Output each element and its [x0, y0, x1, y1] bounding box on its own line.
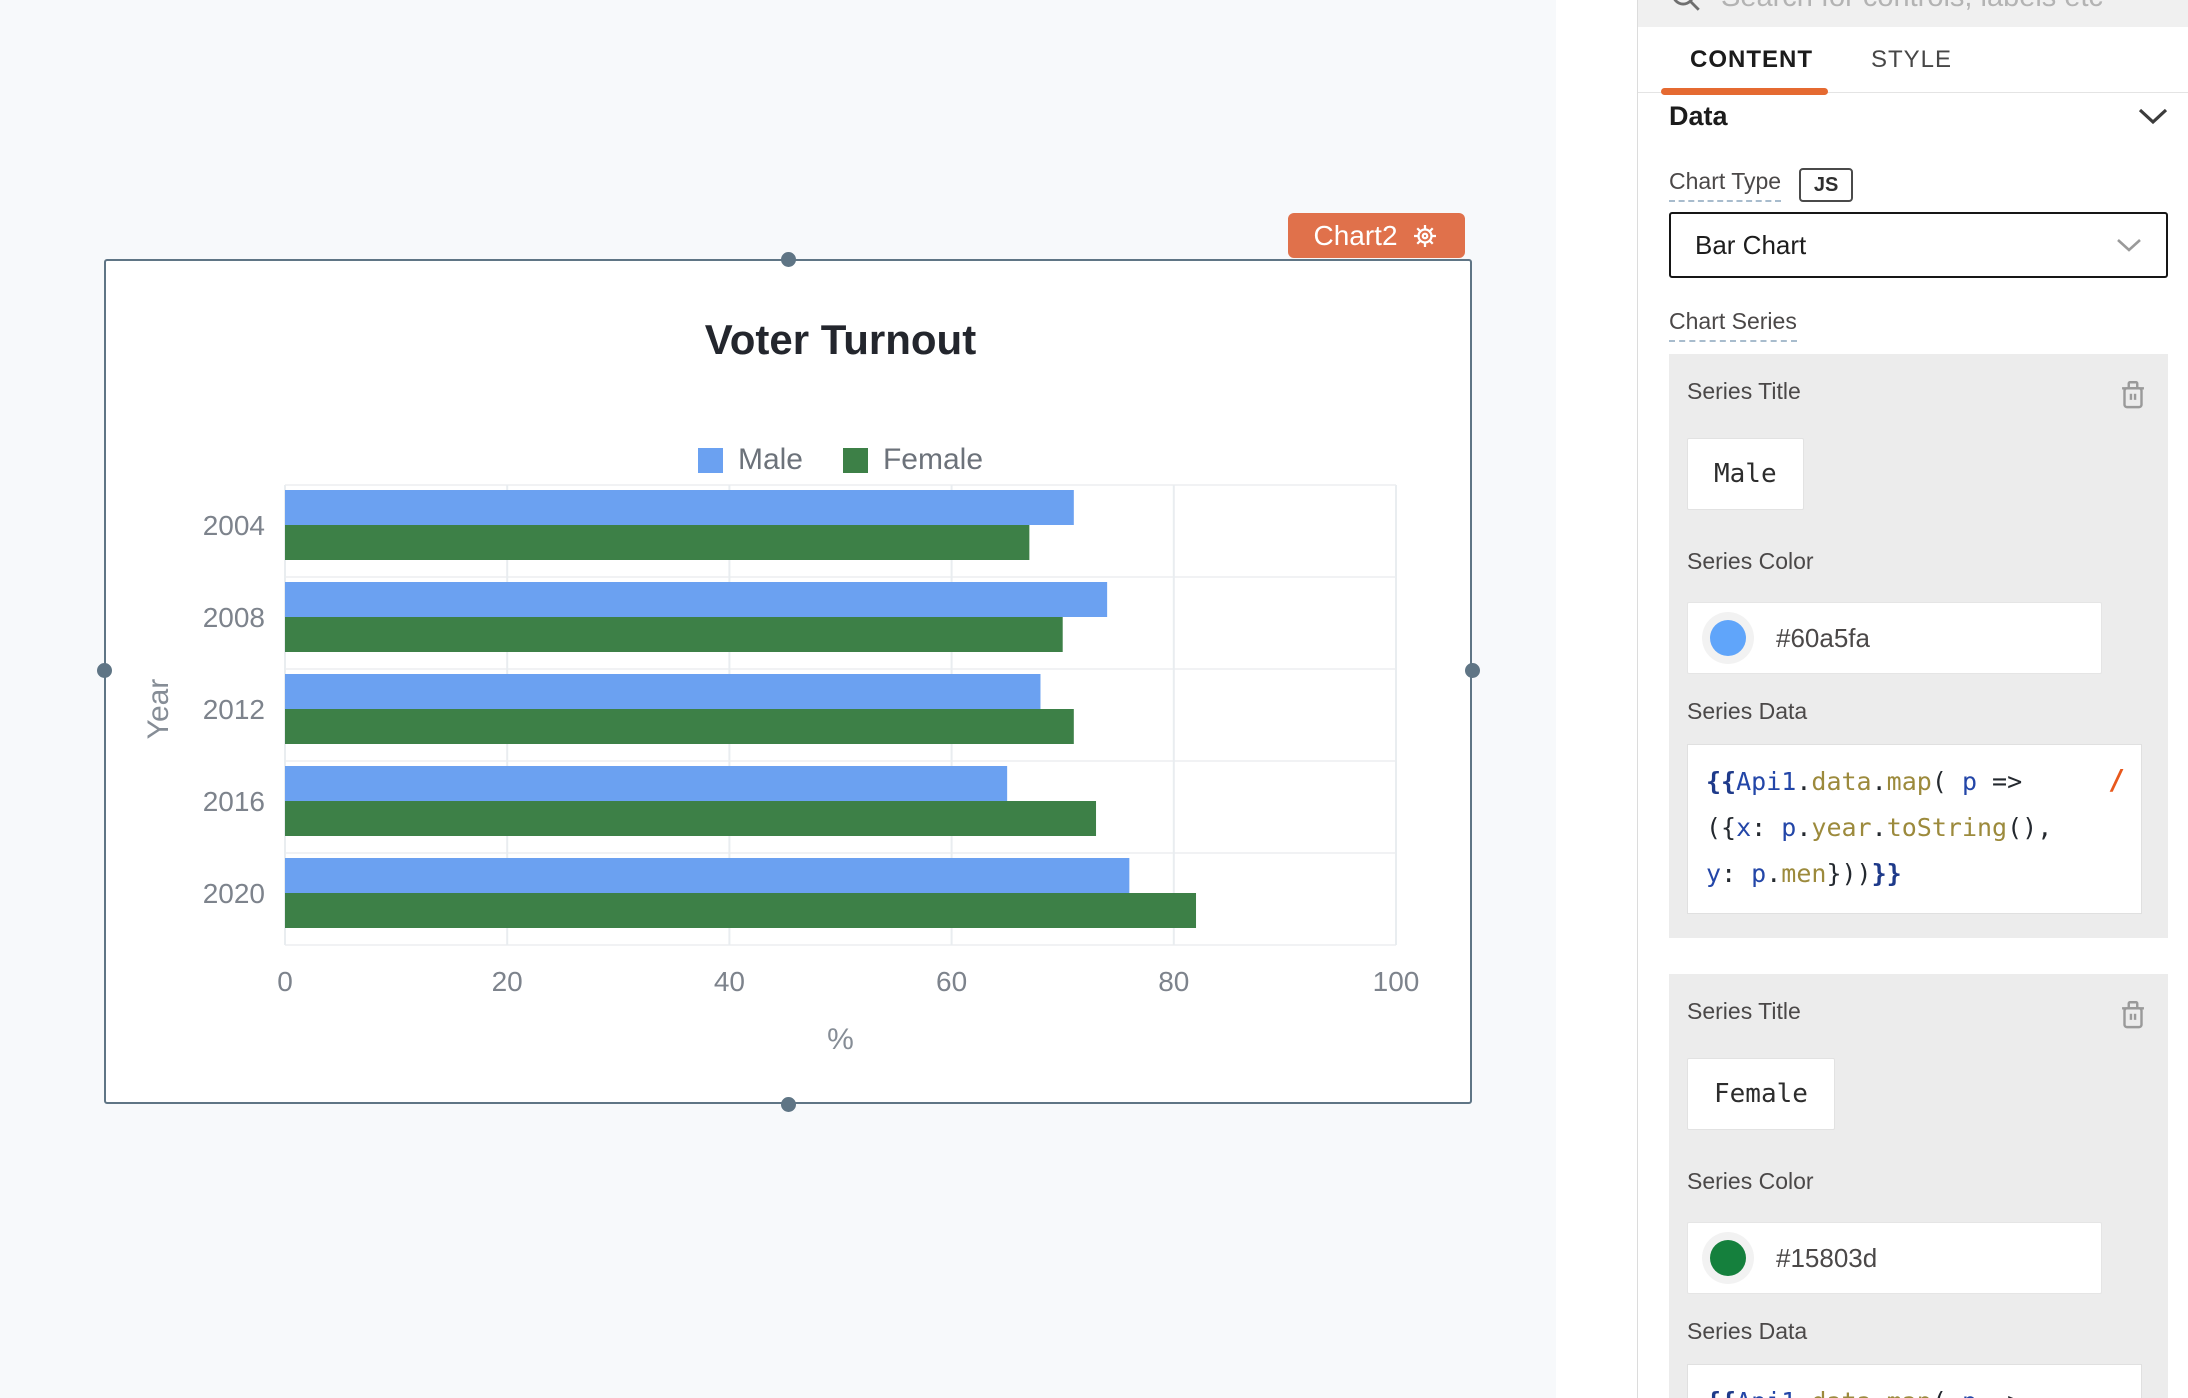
color-swatch-ring: [1702, 1232, 1754, 1284]
chart-type-label: Chart Type: [1669, 168, 1782, 202]
svg-text:2016: 2016: [203, 786, 265, 817]
series-color-picker[interactable]: #60a5fa: [1687, 602, 2102, 674]
chart-series-label: Chart Series: [1669, 308, 1797, 342]
chart-type-value: Bar Chart: [1695, 229, 1807, 260]
svg-text:60: 60: [936, 966, 967, 997]
color-swatch-ring: [1702, 612, 1754, 664]
search-placeholder: Search for controls, labels etc: [1721, 0, 2103, 14]
svg-text:40: 40: [714, 966, 745, 997]
svg-text:0: 0: [277, 966, 293, 997]
svg-text:2020: 2020: [203, 878, 265, 909]
svg-text:2012: 2012: [203, 694, 265, 725]
series-data-label: Series Data: [1687, 698, 1808, 724]
js-toggle-button[interactable]: JS: [1799, 168, 1854, 202]
property-search[interactable]: Search for controls, labels etc: [1638, 0, 2188, 27]
color-hex-value: #60a5fa: [1776, 622, 1870, 653]
chart-legend: Male Female: [285, 443, 1396, 477]
widget-name-tag[interactable]: Chart2: [1288, 213, 1465, 258]
property-pane: Search for controls, labels etc CONTENT …: [1638, 0, 2188, 1398]
series-card-male: Series Title Male Series Color #: [1669, 354, 2168, 938]
series-data-label: Series Data: [1687, 1318, 1808, 1344]
series-title-input[interactable]: Female: [1687, 1058, 1835, 1130]
svg-text:2004: 2004: [203, 510, 265, 541]
legend-label-female: Female: [882, 443, 984, 476]
series-color-picker[interactable]: #15803d: [1687, 1222, 2102, 1294]
widget-name-label: Chart2: [1313, 219, 1398, 251]
svg-text:20: 20: [492, 966, 523, 997]
series-color-label: Series Color: [1687, 548, 1814, 574]
gear-icon[interactable]: [1410, 221, 1440, 251]
series-data-code-editor[interactable]: {{Api1.data.map( p =>({x: p.year.toStrin…: [1687, 1364, 2142, 1398]
legend-label-male: Male: [737, 443, 803, 476]
chart-title: Voter Turnout: [704, 316, 977, 363]
delete-series-icon[interactable]: [2118, 378, 2148, 412]
svg-text:Year: Year: [142, 679, 175, 740]
series-title-label: Series Title: [1687, 378, 1801, 404]
active-tab-underline: [1661, 88, 1828, 95]
legend-swatch-male: [697, 447, 723, 473]
data-section-header[interactable]: Data: [1669, 101, 2168, 132]
color-swatch-male: [1710, 620, 1746, 656]
search-icon: [1669, 0, 1703, 14]
slash-command-icon[interactable]: /: [2108, 763, 2125, 796]
series-card-female: Series Title Female Series Color: [1669, 974, 2168, 1398]
series-title-label: Series Title: [1687, 998, 1801, 1024]
series-title-input[interactable]: Male: [1687, 438, 1804, 510]
legend-swatch-female: [842, 447, 868, 473]
tab-content[interactable]: CONTENT: [1690, 45, 1813, 73]
series-data-code-editor[interactable]: / {{Api1.data.map( p => ({x: p.year.toStr…: [1687, 744, 2142, 914]
resize-handle-right[interactable]: [1465, 663, 1480, 678]
svg-text:80: 80: [1158, 966, 1189, 997]
chart-type-select[interactable]: Bar Chart: [1669, 212, 2168, 278]
svg-text:%: %: [827, 1023, 854, 1056]
pane-tabs: CONTENT STYLE: [1638, 27, 2188, 95]
select-chevron-icon: [2116, 238, 2142, 253]
resize-handle-bottom[interactable]: [781, 1097, 796, 1112]
legend-item-female: Female: [842, 443, 984, 477]
series-color-label: Series Color: [1687, 1168, 1814, 1194]
chart-plot-svg: 0 20 40 60 80 100 2004 2008 2012 2016 2020% Year: [142, 484, 1420, 1056]
resize-handle-top[interactable]: [781, 252, 796, 267]
color-hex-value: #15803d: [1776, 1242, 1878, 1273]
data-section-title: Data: [1669, 101, 1728, 131]
chart-widget-card[interactable]: Voter Turnout Male Female 0 20 40 60 80 100 20…: [104, 259, 1472, 1104]
resize-handle-left[interactable]: [97, 663, 112, 678]
chevron-down-icon[interactable]: [2138, 108, 2168, 125]
svg-text:2008: 2008: [203, 602, 265, 633]
legend-item-male: Male: [697, 443, 803, 477]
tab-style[interactable]: STYLE: [1871, 45, 1953, 73]
svg-text:100: 100: [1373, 966, 1420, 997]
color-swatch-female: [1710, 1240, 1746, 1276]
pane-divider: [1637, 0, 1638, 1398]
editor-canvas[interactable]: Chart2 Voter Turnout: [0, 0, 1556, 1398]
delete-series-icon[interactable]: [2118, 998, 2148, 1032]
